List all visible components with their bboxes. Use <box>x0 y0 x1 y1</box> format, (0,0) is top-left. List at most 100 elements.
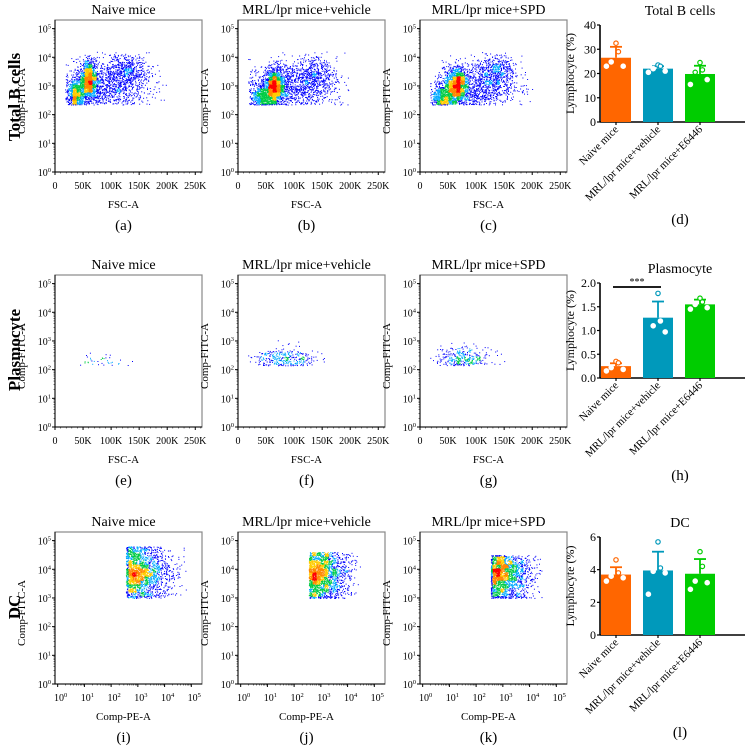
event-dot <box>83 68 85 70</box>
event-dot <box>78 87 80 89</box>
event-dot <box>84 91 86 93</box>
event-dot <box>96 74 98 76</box>
event-dot <box>116 60 118 62</box>
event-dot <box>128 67 130 69</box>
event-dot <box>85 104 87 106</box>
event-dot <box>94 63 96 65</box>
event-dot <box>123 70 125 72</box>
event-dot <box>281 69 283 71</box>
event-dot <box>105 88 107 90</box>
event-dot <box>94 96 96 98</box>
event-dot <box>113 78 115 80</box>
event-dot <box>82 95 84 97</box>
event-dot <box>118 84 120 85</box>
event-dot <box>80 95 82 97</box>
event-dot <box>124 70 126 72</box>
event-dot <box>267 103 268 105</box>
event-dot <box>65 89 67 91</box>
event-dot <box>112 66 114 68</box>
event-dot <box>99 87 100 89</box>
event-dot <box>304 93 306 95</box>
event-dot <box>109 68 111 70</box>
event-dot <box>81 87 83 88</box>
event-dot <box>111 80 112 82</box>
event-dot <box>307 78 309 80</box>
event-dot <box>73 103 75 105</box>
event-dot <box>118 73 119 75</box>
event-dot <box>81 102 82 104</box>
event-dot <box>88 101 90 103</box>
event-dot <box>137 94 138 96</box>
event-dot <box>67 92 69 94</box>
y-tick-label: 101 <box>221 138 234 150</box>
event-dot <box>77 76 79 78</box>
event-dot <box>131 92 133 94</box>
event-dot <box>93 91 95 93</box>
event-dot <box>144 75 146 77</box>
event-dot <box>81 76 83 78</box>
event-dot <box>101 71 103 73</box>
event-dot <box>86 94 87 96</box>
event-dot <box>87 82 89 84</box>
event-dot <box>77 83 79 85</box>
event-dot <box>82 73 84 75</box>
event-dot <box>134 102 135 104</box>
event-dot <box>139 70 141 72</box>
event-dot <box>124 101 126 103</box>
event-dot <box>75 82 77 84</box>
event-dot <box>108 98 110 100</box>
event-dot <box>86 77 88 78</box>
event-dot <box>113 87 115 89</box>
event-dot <box>88 82 90 84</box>
event-dot <box>88 81 90 83</box>
event-dot <box>110 81 112 82</box>
event-dot <box>97 81 99 83</box>
event-dot <box>69 70 71 72</box>
event-dot <box>146 97 148 99</box>
event-dot <box>138 57 140 59</box>
event-dot <box>90 91 92 93</box>
event-dot <box>328 100 330 102</box>
event-dot <box>108 70 110 72</box>
event-dots <box>65 51 167 106</box>
event-dot <box>124 65 126 67</box>
event-dot <box>115 71 117 73</box>
event-dot <box>96 67 98 69</box>
event-dot <box>79 94 81 96</box>
event-dot <box>81 103 83 105</box>
event-dot <box>141 100 143 102</box>
event-dot <box>107 66 109 68</box>
event-dot <box>77 91 79 93</box>
event-dot <box>295 102 297 104</box>
event-dot <box>67 80 69 82</box>
event-dot <box>94 85 96 87</box>
event-dot <box>149 71 150 73</box>
event-dot <box>89 76 91 78</box>
event-dot <box>84 95 86 97</box>
event-dot <box>101 89 103 91</box>
event-dot <box>89 94 91 96</box>
event-dot <box>77 94 79 96</box>
event-dot <box>87 91 89 92</box>
event-dot <box>79 86 81 88</box>
event-dot <box>138 73 140 75</box>
event-dot <box>138 87 140 89</box>
event-dot <box>94 81 96 83</box>
event-dot <box>66 98 68 100</box>
event-dot <box>106 84 108 86</box>
event-dot <box>100 76 102 78</box>
event-dot <box>103 82 105 84</box>
event-dot <box>113 65 115 67</box>
event-dot <box>128 66 130 68</box>
event-dot <box>124 69 126 71</box>
event-dot <box>106 90 108 92</box>
event-dot <box>101 73 103 75</box>
event-dot <box>81 73 83 75</box>
event-dot <box>75 97 77 98</box>
event-dot <box>130 80 132 82</box>
event-dot <box>81 75 83 77</box>
event-dot <box>125 72 127 74</box>
event-dot <box>77 87 78 89</box>
event-dot <box>113 96 115 98</box>
event-dot <box>80 100 82 102</box>
